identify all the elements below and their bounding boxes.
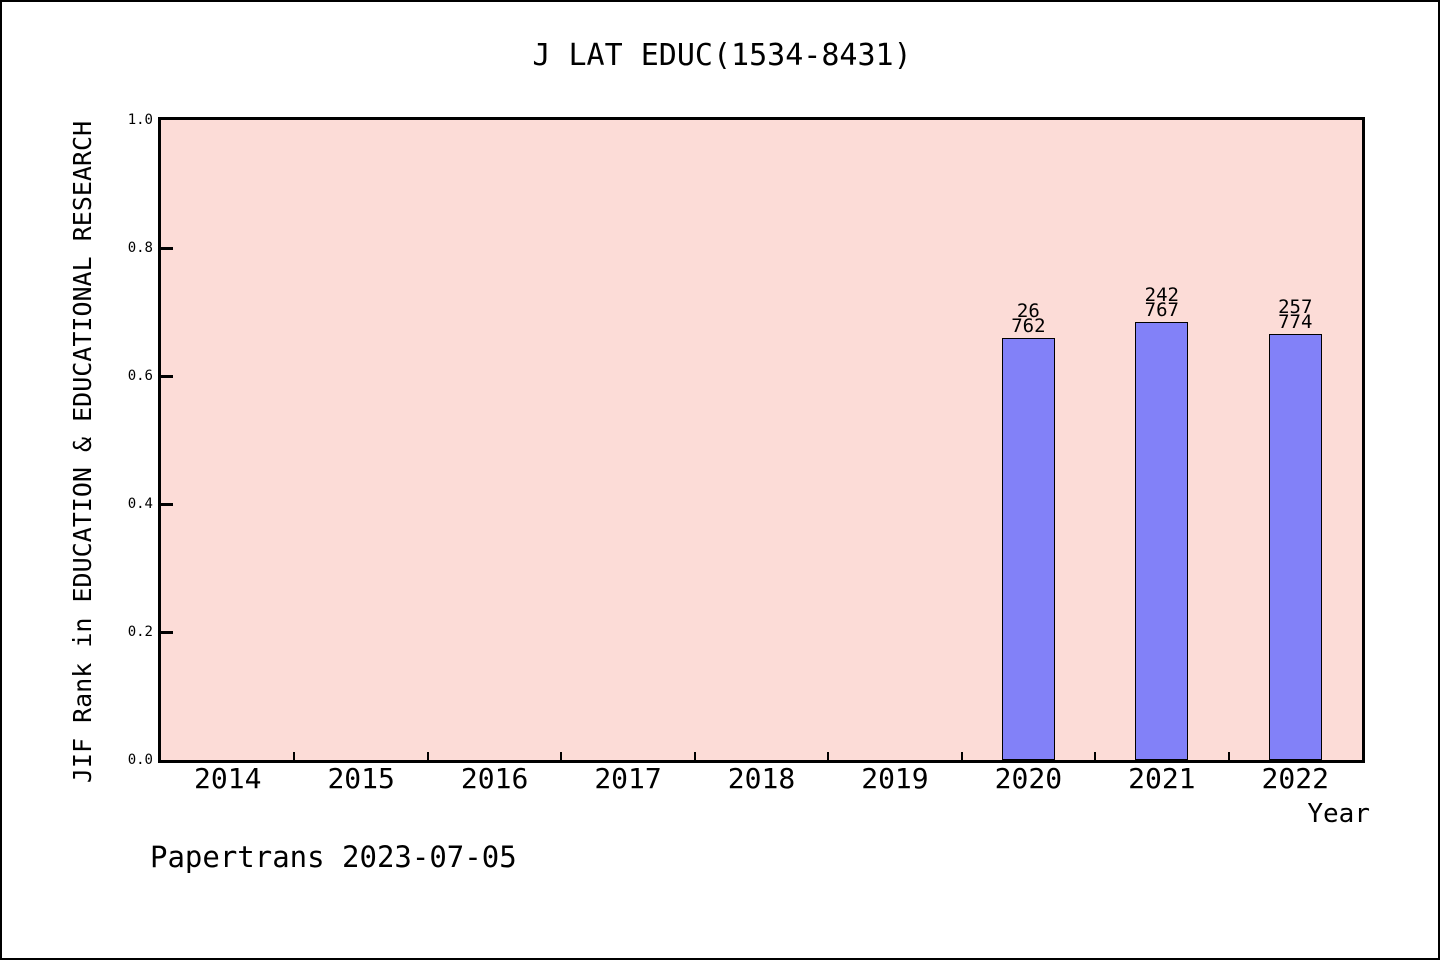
- y-tick-mark: [161, 374, 173, 378]
- plot-area: [158, 117, 1365, 763]
- x-tick-mark: [827, 752, 830, 760]
- y-tick-label: 0.6: [127, 368, 153, 384]
- y-axis-title: JIF Rank in EDUCATION & EDUCATIONAL RESE…: [68, 120, 97, 784]
- x-tick-mark: [960, 752, 963, 760]
- x-tick-mark: [426, 752, 429, 760]
- y-tick-mark: [161, 246, 173, 250]
- x-tick-label-2015: 2015: [327, 762, 395, 795]
- y-tick-label: 0.0: [127, 752, 153, 768]
- x-tick-label-2017: 2017: [594, 762, 662, 795]
- bar-2021: [1135, 322, 1189, 760]
- bar-label-2020: 26 762: [968, 299, 1088, 337]
- x-tick-mark: [1094, 752, 1097, 760]
- y-tick-label: 1.0: [127, 112, 153, 128]
- footer-watermark: Papertrans 2023-07-05: [150, 840, 517, 874]
- x-tick-label-2019: 2019: [861, 762, 929, 795]
- bar-label-total: 767: [1144, 299, 1179, 322]
- bar-label-2021: 242 767: [1102, 284, 1222, 322]
- y-tick-label: 0.2: [127, 624, 153, 640]
- x-axis-title: Year: [1307, 799, 1370, 829]
- x-tick-label-2020: 2020: [994, 762, 1063, 795]
- x-tick-label-2022: 2022: [1261, 762, 1329, 795]
- bar-label-total: 762: [1011, 314, 1046, 337]
- bar-2020: [1001, 337, 1055, 760]
- y-tick-mark: [161, 502, 173, 506]
- x-tick-label-2014: 2014: [194, 762, 262, 795]
- x-tick-label-2016: 2016: [460, 762, 529, 795]
- bar-label-2022: 257 774: [1235, 295, 1355, 333]
- bar-2022: [1268, 333, 1322, 760]
- bar-label-rank: 257: [1278, 295, 1313, 318]
- bar-label-rank: 242: [1144, 284, 1179, 307]
- bar-label-total: 774: [1278, 310, 1313, 333]
- x-tick-mark: [693, 752, 696, 760]
- x-tick-mark: [293, 752, 296, 760]
- x-tick-label-2021: 2021: [1128, 762, 1196, 795]
- chart-title: J LAT EDUC(1534-8431): [532, 38, 912, 73]
- y-tick-mark: [161, 630, 173, 634]
- x-tick-mark: [560, 752, 563, 760]
- y-tick-label: 0.4: [127, 496, 153, 512]
- y-tick-label: 0.8: [127, 240, 153, 256]
- bar-label-rank: 26: [1016, 299, 1040, 322]
- x-tick-label-2018: 2018: [727, 762, 796, 795]
- x-tick-mark: [1227, 752, 1230, 760]
